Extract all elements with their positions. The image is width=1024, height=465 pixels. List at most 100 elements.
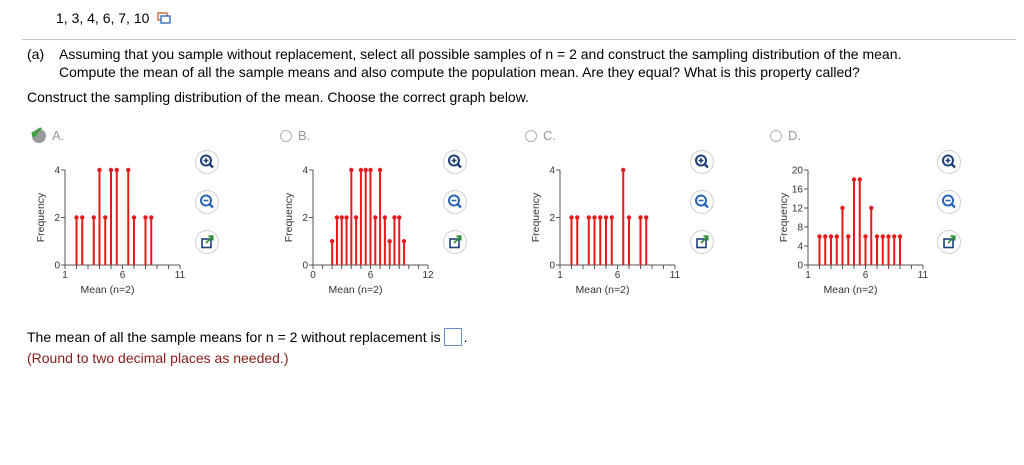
- zoom-in-icon[interactable]: [443, 150, 467, 174]
- x-tick-label: 6: [368, 270, 374, 281]
- tools-option-a: [195, 150, 225, 270]
- answer-prompt: The mean of all the sample means for n =…: [27, 329, 441, 345]
- stem-point: [828, 234, 834, 239]
- stem-point: [638, 215, 643, 220]
- option-d-label: D.: [788, 128, 801, 143]
- tools-option-d: [937, 150, 967, 270]
- stem-point: [586, 215, 591, 220]
- stem-point: [358, 167, 364, 173]
- y-tick-label: 4: [797, 242, 803, 253]
- stem-point: [344, 215, 349, 220]
- stem-point: [575, 215, 580, 220]
- y-tick-label: 0: [302, 261, 308, 272]
- stem-point: [397, 215, 402, 220]
- y-tick-label: 12: [792, 204, 804, 215]
- stem-point: [329, 239, 335, 244]
- stem-point: [126, 167, 131, 173]
- stem-point: [149, 215, 154, 220]
- stem-point: [143, 215, 148, 220]
- question-part: (a): [27, 46, 45, 62]
- copy-data-icon[interactable]: [157, 12, 172, 24]
- stem-point: [851, 177, 857, 182]
- chart-option-b: 0 2 4 0 6 12 Mean (n=2) Frequency: [283, 166, 434, 297]
- stem-point: [353, 215, 359, 220]
- radio-b[interactable]: [280, 129, 292, 142]
- stem-point: [880, 234, 885, 239]
- answer-input[interactable]: [443, 328, 462, 346]
- open-new-window-icon[interactable]: [690, 230, 714, 254]
- stem-point: [897, 234, 903, 239]
- radio-a-selected[interactable]: ✔: [30, 125, 46, 143]
- option-d[interactable]: D.: [770, 128, 801, 143]
- x-tick-label: 1: [805, 270, 811, 281]
- zoom-out-icon[interactable]: [937, 190, 961, 214]
- stem-point: [823, 234, 828, 239]
- stem-point: [349, 167, 354, 173]
- y-tick-label: 8: [797, 223, 803, 234]
- option-a-label: A.: [52, 128, 65, 143]
- zoom-in-icon[interactable]: [195, 150, 219, 174]
- stem-point: [339, 215, 344, 220]
- open-new-window-icon[interactable]: [443, 230, 467, 254]
- x-axis-label: Mean (n=2): [329, 284, 383, 296]
- stem-point: [392, 215, 397, 220]
- stem-point: [80, 215, 85, 220]
- stem-point: [74, 215, 79, 220]
- zoom-in-icon[interactable]: [690, 150, 714, 174]
- y-tick-label: 0: [549, 261, 555, 272]
- radio-d[interactable]: [770, 129, 782, 142]
- chart-option-a: 0 2 4 1 6 11 Mean (n=2) Frequency: [35, 166, 186, 297]
- option-a[interactable]: ✔ A.: [30, 125, 65, 144]
- x-tick-label: 6: [863, 270, 869, 281]
- y-tick-label: 2: [54, 213, 60, 224]
- instruction-text: Construct the sampling distribution of t…: [27, 89, 529, 105]
- stem-point: [103, 215, 108, 220]
- stem-point: [387, 239, 392, 244]
- option-b[interactable]: B.: [280, 128, 310, 143]
- data-values: 1, 3, 4, 6, 7, 10: [56, 10, 150, 26]
- stem-point: [114, 167, 119, 173]
- answer-end: .: [463, 329, 468, 345]
- stem-point: [609, 215, 614, 220]
- stem-point: [373, 215, 378, 220]
- stem-point: [377, 167, 383, 173]
- stem-point: [603, 215, 609, 220]
- stem-point: [863, 234, 868, 239]
- option-b-label: B.: [298, 128, 311, 143]
- y-tick-label: 4: [54, 166, 60, 177]
- zoom-in-icon[interactable]: [937, 150, 961, 174]
- stem-point: [382, 215, 388, 220]
- stem-point: [569, 215, 574, 220]
- open-new-window-icon[interactable]: [195, 230, 219, 254]
- x-tick-label: 11: [670, 270, 681, 281]
- x-axis-label: Mean (n=2): [81, 284, 135, 296]
- y-tick-label: 2: [302, 213, 308, 224]
- zoom-out-icon[interactable]: [443, 190, 467, 214]
- tools-option-b: [443, 150, 473, 270]
- x-axis-label: Mean (n=2): [576, 284, 630, 296]
- stem-point: [592, 215, 597, 220]
- y-tick-label: 2: [549, 213, 555, 224]
- stem-point: [108, 167, 114, 173]
- stem-point: [840, 205, 845, 211]
- x-tick-label: 6: [120, 270, 126, 281]
- stem-point: [886, 234, 891, 239]
- stem-point: [401, 239, 407, 244]
- divider: [22, 39, 1016, 40]
- zoom-out-icon[interactable]: [690, 190, 714, 214]
- tools-option-c: [690, 150, 720, 270]
- stem-point: [368, 167, 373, 173]
- stem-point: [874, 234, 880, 239]
- stem-point: [834, 234, 839, 239]
- y-tick-label: 0: [54, 261, 60, 272]
- radio-c[interactable]: [525, 129, 537, 142]
- x-tick-label: 1: [557, 270, 563, 281]
- y-tick-label: 16: [792, 185, 804, 196]
- data-set-line: 1, 3, 4, 6, 7, 10: [56, 10, 172, 26]
- zoom-out-icon[interactable]: [195, 190, 219, 214]
- answer-line: The mean of all the sample means for n =…: [27, 328, 468, 346]
- option-c[interactable]: C.: [525, 128, 556, 143]
- open-new-window-icon[interactable]: [937, 230, 961, 254]
- stem-point: [846, 234, 851, 239]
- x-tick-label: 12: [422, 270, 434, 281]
